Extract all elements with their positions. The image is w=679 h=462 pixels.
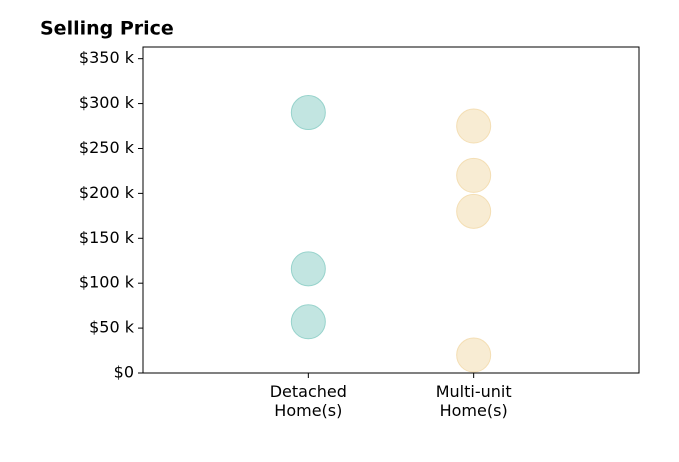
y-tick-label: $150 k [79, 228, 135, 247]
point [456, 337, 492, 373]
chart-title: Selling Price [40, 18, 174, 40]
point [290, 251, 326, 287]
x-tick-label: Multi-unit Home(s) [435, 382, 512, 420]
y-tick-label: $350 k [79, 48, 135, 67]
x-tick-label: Detached Home(s) [269, 382, 347, 420]
point [290, 95, 326, 131]
plot-frame [142, 46, 640, 374]
y-tick-label: $0 [114, 363, 134, 382]
y-tick-label: $100 k [79, 273, 135, 292]
y-tick-label: $200 k [79, 183, 135, 202]
point [290, 304, 326, 340]
point [456, 157, 492, 193]
y-tick-label: $300 k [79, 93, 135, 112]
point [456, 193, 492, 229]
y-tick-label: $250 k [79, 138, 135, 157]
y-tick-label: $50 k [89, 318, 135, 337]
point [456, 108, 492, 144]
